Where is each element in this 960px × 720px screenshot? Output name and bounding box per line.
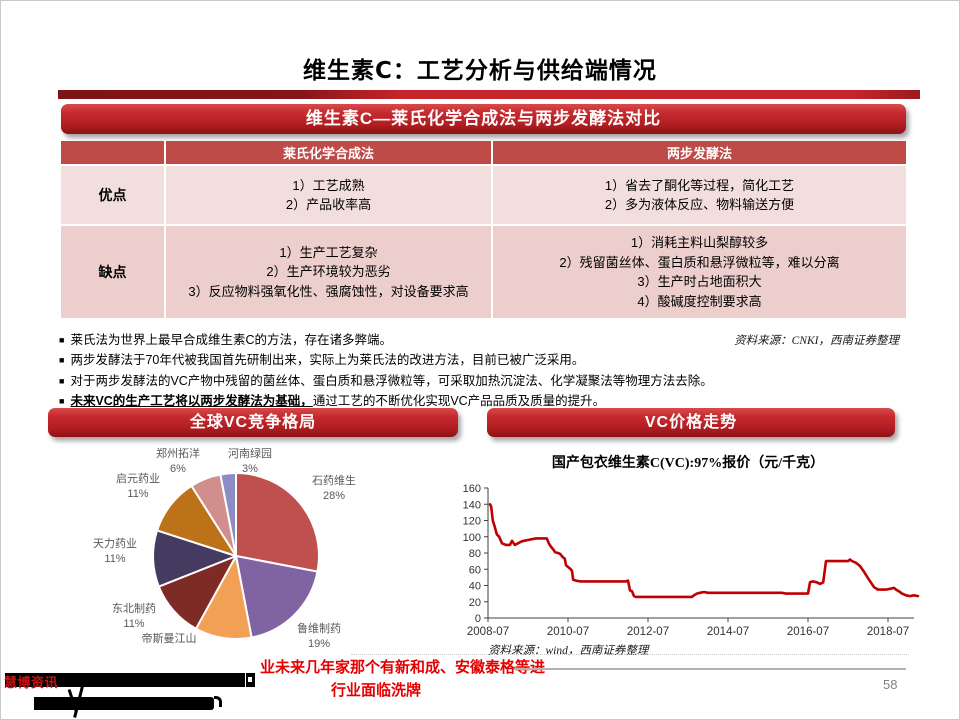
svg-text:100: 100 <box>463 532 481 544</box>
pie-label-shiyao: 石药维生 28% <box>312 475 356 502</box>
svg-text:2016-07: 2016-07 <box>787 626 829 638</box>
bullet-square-icon: ■ <box>59 355 65 366</box>
handwritten-note-line2: 行业面临洗牌 <box>331 681 422 699</box>
page-number: 58 <box>883 677 898 692</box>
price-section-banner: VC价格走势 <box>487 408 895 437</box>
svg-text:2012-07: 2012-07 <box>627 626 669 638</box>
source-note-cnki: 资料来源：CNKI，西南证券整理 <box>734 335 899 347</box>
bullet-item: ■ 两步发酵法于70年代被我国首先研制出来，实际上为莱氏法的改进方法，目前已被广泛… <box>59 353 585 368</box>
pie-label-henan: 河南绿园 3% <box>228 448 272 475</box>
pie-label-zhengzhou: 郑州拓洋 6% <box>156 448 200 475</box>
pie-label-tianli: 天力药业 11% <box>93 538 137 565</box>
page-title: 维生素C：工艺分析与供给端情况 <box>303 58 657 84</box>
svg-text:120: 120 <box>463 516 481 528</box>
cell-advantages-liangbu: 1）省去了酮化等过程，简化工艺 2）多为液体反应、物料输送方便 <box>493 166 906 224</box>
cell-advantages-laishi: 1）工艺成熟 2）产品收率高 <box>166 166 491 224</box>
bullet-item: ■ 莱氏法为世界上最早合成维生素C的方法，存在诸多弊端。 <box>59 333 392 347</box>
comparison-table: 莱氏化学合成法 两步发酵法 优点 1）工艺成熟 2）产品收率高 1）省去了酮化等… <box>61 141 906 318</box>
watermark-text: 慧博资讯 <box>4 675 59 690</box>
svg-text:60: 60 <box>469 564 481 576</box>
redaction-mark <box>246 673 255 687</box>
svg-text:160: 160 <box>463 483 481 495</box>
row-label-advantages: 优点 <box>61 166 164 224</box>
svg-text:0: 0 <box>475 613 481 625</box>
svg-text:2014-07: 2014-07 <box>707 626 749 638</box>
price-chart-svg: 0 20 40 60 80 100 120 140 160 2008-07 2010-07 2012-… <box>463 483 920 638</box>
svg-text:2018-07: 2018-07 <box>867 626 909 638</box>
row-label-disadvantages: 缺点 <box>61 226 164 318</box>
bullet-square-icon: ■ <box>59 375 65 386</box>
bullet-square-icon: ■ <box>59 335 65 345</box>
comparison-banner: 维生素C—莱氏化学合成法与两步发酵法对比 <box>61 104 906 134</box>
pie-chart-svg <box>152 472 320 640</box>
svg-text:20: 20 <box>469 597 481 609</box>
redaction-bar <box>34 697 214 710</box>
pie-label-luwei: 鲁维制药 19% <box>297 623 341 650</box>
bullet-item: ■ 未来VC的生产工艺将以两步发酵法为基础，通过工艺的不断优化实现VC产品品质及质… <box>59 394 606 409</box>
svg-text:2008-07: 2008-07 <box>467 626 509 638</box>
svg-text:140: 140 <box>463 499 481 511</box>
pie-label-dongbei: 东北制药 11% <box>112 603 156 630</box>
title-ribbon <box>58 90 920 99</box>
pie-section-banner: 全球VC竞争格局 <box>48 408 458 437</box>
svg-text:80: 80 <box>469 548 481 560</box>
pie-label-disiman: 帝斯曼江山 <box>141 633 197 645</box>
bullet-square-icon: ■ <box>59 396 65 407</box>
pie-label-qiyuan: 启元药业 11% <box>116 473 160 500</box>
cell-disadvantages-laishi: 1）生产工艺复杂 2）生产环境较为恶劣 3）反应物料强氧化性、强腐蚀性，对设备要… <box>166 226 491 318</box>
redaction-bar <box>5 673 245 687</box>
annotation-underline <box>514 668 906 670</box>
price-chart-title: 国产包衣维生素C(VC):97%报价（元/千克） <box>551 456 825 471</box>
table-header-empty <box>61 141 164 164</box>
bullet-item: ■ 对于两步发酵法的VC产物中残留的菌丝体、蛋白质和悬浮微粒等，可采取加热沉淀法、… <box>59 373 713 388</box>
table-header-liangbu: 两步发酵法 <box>493 141 906 164</box>
bullet-list: ■ 莱氏法为世界上最早合成维生素C的方法，存在诸多弊端。 ■ 两步发酵法于70年代被… <box>59 332 907 414</box>
redaction-mark <box>214 696 222 707</box>
handwritten-note-line1: 业未来几年家那个有新和成、安徽泰格等进 <box>260 658 546 676</box>
svg-text:40: 40 <box>469 581 481 593</box>
dotted-divider <box>351 654 909 655</box>
cell-disadvantages-liangbu: 1）消耗主料山梨醇较多 2）残留菌丝体、蛋白质和悬浮微粒等，难以分离 3）生产时… <box>493 226 906 318</box>
table-header-laishi: 莱氏化学合成法 <box>166 141 491 164</box>
svg-text:2010-07: 2010-07 <box>547 626 589 638</box>
